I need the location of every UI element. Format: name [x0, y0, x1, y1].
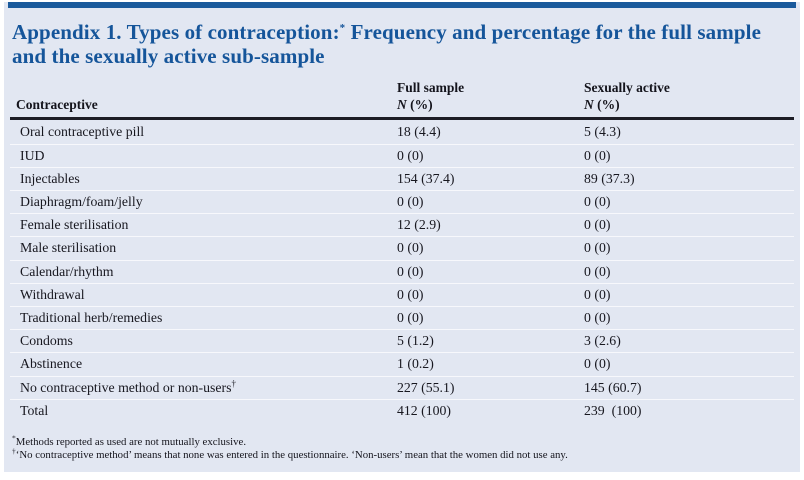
sexually-active-value: 0 (0)	[584, 310, 611, 326]
contraceptive-name: IUD	[20, 147, 45, 163]
footnote-marker: *	[12, 433, 16, 443]
header-contraceptive: Contraceptive	[10, 96, 391, 113]
sexually-active-value: 0 (0)	[584, 194, 611, 210]
full-sample-value: 0 (0)	[397, 263, 424, 279]
title-footnote-marker: *	[339, 22, 346, 34]
table-row: No contraceptive method or non-users† 227…	[10, 375, 794, 399]
footnote-asterisk: *Methods reported as used are not mutual…	[12, 433, 794, 449]
sexually-active-value: 239 (100)	[584, 402, 642, 418]
sexually-active-value: 0 (0)	[584, 263, 611, 279]
footnote-text: ‘No contraceptive method’ means that non…	[15, 448, 568, 461]
full-sample-value: 154 (37.4)	[397, 170, 455, 186]
table-row: Abstinence 1 (0.2) 0 (0)	[10, 352, 794, 375]
contraceptive-name: Traditional herb/remedies	[20, 310, 163, 326]
footnote-text: Methods reported as used are not mutuall…	[15, 435, 247, 448]
table-row: Female sterilisation 12 (2.9) 0 (0)	[10, 213, 794, 236]
footnotes: *Methods reported as used are not mutual…	[12, 433, 794, 462]
full-sample-value: 12 (2.9)	[397, 217, 441, 233]
header-sexually-active: Sexually active N (%)	[578, 79, 794, 113]
full-sample-value: 5 (1.2)	[397, 333, 434, 349]
contraceptive-name: Withdrawal	[20, 286, 85, 302]
table-row: Withdrawal 0 (0) 0 (0)	[10, 282, 794, 306]
contraceptive-name: Male sterilisation	[20, 240, 117, 256]
table-header-row: Contraceptive Full sample N (%) Sexually…	[10, 79, 794, 121]
sexually-active-value: 0 (0)	[584, 240, 611, 256]
n-symbol: N	[584, 97, 594, 113]
n-symbol: N	[397, 97, 407, 113]
table-row: Diaphragm/foam/jelly 0 (0) 0 (0)	[10, 190, 794, 213]
full-sample-value: 0 (0)	[397, 240, 424, 256]
footnote-dagger: †‘No contraceptive method’ means that no…	[12, 446, 794, 462]
table-row: Male sterilisation 0 (0) 0 (0)	[10, 236, 794, 259]
table-row: Oral contraceptive pill 18 (4.4) 5 (4.3)	[10, 120, 794, 143]
contraceptive-name: Diaphragm/foam/jelly	[20, 194, 143, 210]
sexually-active-value: 89 (37.3)	[584, 170, 635, 186]
header-full-sample-label: Full sample	[397, 80, 465, 96]
contraceptive-name: Oral contraceptive pill	[20, 124, 145, 140]
contraception-table: Contraceptive Full sample N (%) Sexually…	[10, 79, 794, 421]
header-sexually-active-label: Sexually active	[584, 80, 670, 96]
table-row: Traditional herb/remedies 0 (0) 0 (0)	[10, 305, 794, 329]
full-sample-value: 227 (55.1)	[397, 379, 455, 395]
table-body: Oral contraceptive pill 18 (4.4) 5 (4.3) IU…	[10, 120, 794, 421]
table-row: Condoms 5 (1.2) 3 (2.6)	[10, 329, 794, 352]
contraceptive-name: Female sterilisation	[20, 217, 129, 233]
table-row: Injectables 154 (37.4) 89 (37.3)	[10, 166, 794, 190]
contraceptive-name: No contraceptive method or non-users†	[20, 378, 237, 395]
contraceptive-name: Total	[20, 402, 49, 418]
appendix-title-part1: Appendix 1. Types of contraception:	[12, 20, 340, 44]
sexually-active-value: 0 (0)	[584, 147, 611, 163]
header-contraceptive-label: Contraceptive	[16, 97, 98, 113]
full-sample-value: 1 (0.2)	[397, 356, 434, 372]
footnote-marker: †	[231, 378, 237, 388]
full-sample-value: 0 (0)	[397, 286, 424, 302]
header-sexually-active-n-pct: N (%)	[584, 97, 620, 112]
full-sample-value: 0 (0)	[397, 147, 424, 163]
sexually-active-value: 145 (60.7)	[584, 379, 642, 395]
full-sample-value: 412 (100)	[397, 402, 452, 418]
table-row: Calendar/rhythm 0 (0) 0 (0)	[10, 259, 794, 283]
pct-symbol: (%)	[406, 97, 433, 113]
footnote-marker: †	[12, 446, 16, 456]
header-full-sample-n-pct: N (%)	[397, 97, 433, 112]
full-sample-value: 0 (0)	[397, 194, 424, 210]
appendix-title-part2: Frequency and percentage for the full sa…	[12, 20, 762, 68]
contraceptive-name: Abstinence	[20, 356, 83, 372]
contraceptive-name: Calendar/rhythm	[20, 263, 114, 279]
sexually-active-value: 0 (0)	[584, 356, 611, 372]
top-navy-rule	[8, 2, 796, 8]
sexually-active-value: 5 (4.3)	[584, 124, 621, 140]
header-full-sample: Full sample N (%)	[391, 79, 578, 113]
appendix-title: Appendix 1. Types of contraception:* Fre…	[12, 20, 786, 68]
appendix-table-panel: Appendix 1. Types of contraception:* Fre…	[4, 2, 800, 472]
table-row: Total 412 (100) 239 (100)	[10, 398, 794, 422]
contraceptive-name: Condoms	[20, 333, 73, 349]
sexually-active-value: 3 (2.6)	[584, 333, 621, 349]
table-row: IUD 0 (0) 0 (0)	[10, 143, 794, 167]
contraceptive-name: Injectables	[20, 170, 80, 186]
full-sample-value: 0 (0)	[397, 310, 424, 326]
full-sample-value: 18 (4.4)	[397, 124, 441, 140]
sexually-active-value: 0 (0)	[584, 286, 611, 302]
pct-symbol: (%)	[593, 97, 620, 113]
sexually-active-value: 0 (0)	[584, 217, 611, 233]
